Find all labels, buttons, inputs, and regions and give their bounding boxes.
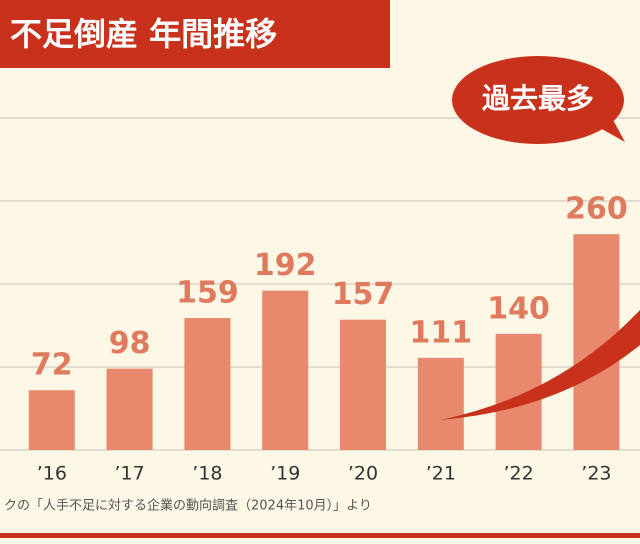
value-label: 140	[487, 291, 550, 326]
x-tick-label: ’20	[348, 463, 378, 485]
x-tick-label: ’23	[581, 463, 611, 485]
bottom-rule	[0, 533, 640, 538]
bar	[417, 357, 464, 450]
callout-bubble	[452, 56, 624, 144]
callout-text: 過去最多	[482, 82, 594, 115]
bar	[28, 390, 75, 450]
value-label: 111	[409, 315, 472, 350]
x-tick-label: ’19	[270, 463, 300, 485]
bar	[262, 290, 309, 450]
trend-arrow	[440, 310, 640, 420]
title-banner	[0, 0, 390, 68]
x-tick-label: ’22	[503, 463, 533, 485]
bar	[340, 319, 386, 450]
source-note: クの「人手不足に対する企業の動向調査（2024年10月）」より	[4, 498, 372, 514]
x-tick-label: ’17	[114, 463, 144, 485]
chart-title: 不足倒産 年間推移	[10, 15, 277, 53]
value-label: 98	[109, 326, 151, 361]
bar	[184, 318, 231, 450]
bar	[106, 368, 153, 450]
x-tick-label: ’16	[37, 463, 67, 485]
value-label: 159	[176, 276, 239, 311]
value-label: 260	[565, 192, 628, 227]
value-label: 192	[254, 248, 317, 283]
x-tick-label: ’18	[192, 463, 222, 485]
x-tick-label: ’21	[426, 463, 456, 485]
value-label: 72	[31, 348, 73, 383]
value-label: 157	[332, 277, 395, 312]
callout-tail	[600, 118, 625, 142]
